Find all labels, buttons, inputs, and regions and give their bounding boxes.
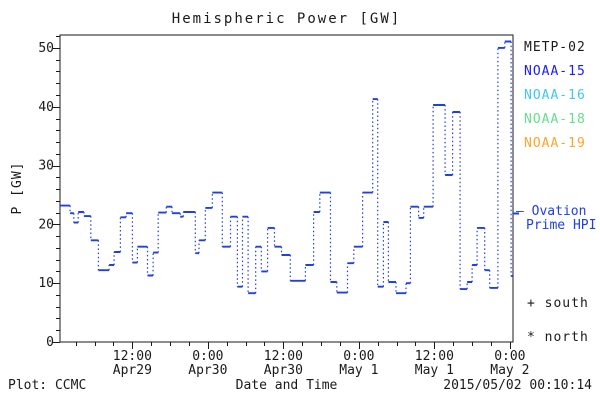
ovation-prime-hpi-label: — Ovation Prime HPI: [516, 205, 596, 233]
svg-text:May 2: May 2: [490, 363, 529, 378]
x-axis-title: Date and Time: [235, 378, 338, 393]
north-marker-label: * north: [527, 330, 589, 345]
svg-text:Apr29: Apr29: [113, 363, 152, 378]
ovation-label-line2: Prime HPI: [526, 218, 597, 233]
svg-text:0:00: 0:00: [192, 349, 223, 364]
legend-item-metp02: METP-02: [524, 40, 586, 55]
svg-text:40: 40: [38, 100, 54, 115]
legend-item-noaa19: NOAA-19: [524, 136, 586, 151]
svg-text:0: 0: [46, 335, 54, 350]
ovation-label-line1: — Ovation: [516, 204, 587, 219]
svg-text:12:00: 12:00: [415, 349, 454, 364]
legend-item-noaa18: NOAA-18: [524, 112, 586, 127]
plot-credit: Plot: CCMC: [8, 378, 87, 393]
svg-text:0:00: 0:00: [494, 349, 525, 364]
svg-text:Apr30: Apr30: [264, 363, 303, 378]
svg-text:12:00: 12:00: [113, 349, 152, 364]
svg-text:50: 50: [38, 41, 54, 56]
chart-title: Hemispheric Power [GW]: [171, 11, 402, 27]
svg-text:0:00: 0:00: [343, 349, 374, 364]
svg-text:May 1: May 1: [415, 363, 454, 378]
svg-text:12:00: 12:00: [264, 349, 303, 364]
svg-text:10: 10: [38, 276, 54, 291]
svg-text:20: 20: [38, 217, 54, 232]
plot-timestamp: 2015/05/02 00:10:14: [443, 378, 592, 393]
svg-text:Apr30: Apr30: [188, 363, 227, 378]
svg-text:30: 30: [38, 159, 54, 174]
south-marker-label: + south: [527, 296, 589, 311]
legend-item-noaa15: NOAA-15: [524, 64, 586, 79]
svg-text:May 1: May 1: [339, 363, 378, 378]
legend-item-noaa16: NOAA-16: [524, 88, 586, 103]
